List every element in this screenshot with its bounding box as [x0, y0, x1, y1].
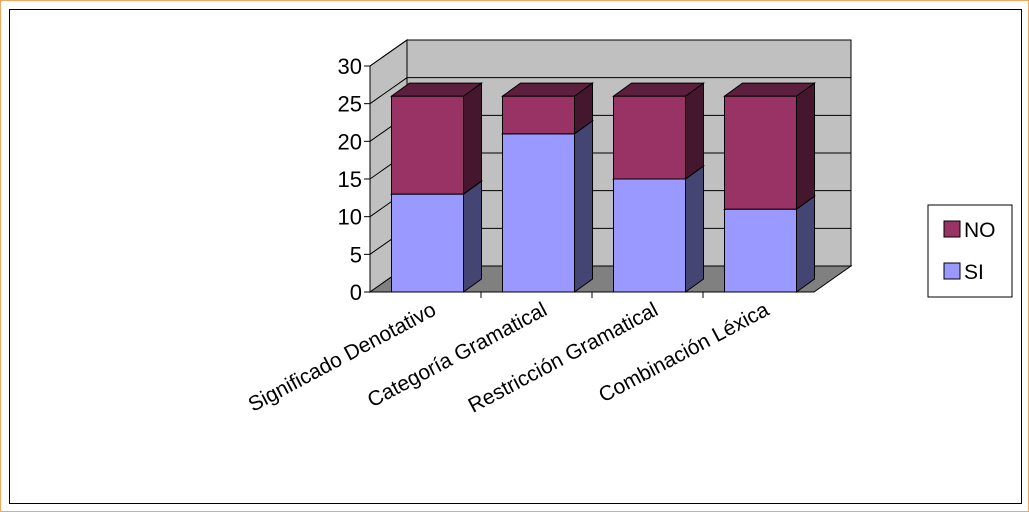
bar-no-front: [502, 95, 575, 135]
bar-no-front: [613, 95, 686, 180]
y-tick-label: 0: [350, 280, 362, 305]
bar-si-front: [613, 178, 686, 293]
bar-si-side: [685, 165, 704, 293]
bar-no-side: [463, 82, 482, 196]
bar-no-top: [722, 82, 817, 97]
gridline: [369, 39, 851, 67]
bar-no-side: [685, 82, 704, 180]
y-tick-label: 25: [338, 92, 362, 117]
y-tick-label: 20: [338, 129, 362, 154]
y-tick-label: 15: [338, 167, 362, 192]
y-tick-label: 10: [338, 205, 362, 230]
bar-si-front: [724, 208, 797, 293]
bar-si-side: [463, 180, 482, 293]
bar-si-front: [502, 133, 575, 293]
bar-no-top: [500, 82, 595, 97]
y-tick-label: 5: [350, 242, 362, 267]
legend: NO SI: [927, 204, 1013, 298]
bar-no-side: [796, 82, 815, 211]
bar-no-front: [724, 95, 797, 210]
bar-si-front: [391, 193, 464, 293]
legend-box: [927, 204, 1013, 298]
gridline: [369, 77, 851, 105]
legend-label-si: SI: [964, 261, 984, 284]
chart-area-border: [9, 9, 1022, 504]
category-label: Significado Denotativo: [245, 298, 440, 416]
bar-si-side: [796, 195, 815, 293]
y-tick-labels: 0 5 10 15 20 25 30: [338, 54, 362, 305]
category-label: Categoría Gramatical: [364, 298, 551, 412]
category-label: Restricción Gramatical: [465, 298, 662, 417]
bar-si-side: [574, 119, 593, 293]
bar-no-front: [391, 95, 464, 195]
legend-swatch-no: [943, 220, 961, 238]
bars: [389, 82, 817, 293]
legend-label-no: NO: [964, 219, 996, 242]
y-tick-label: 30: [338, 54, 362, 79]
bar-no-top: [389, 82, 484, 97]
legend-swatch-si: [943, 262, 961, 280]
bar-no-top: [611, 82, 706, 97]
